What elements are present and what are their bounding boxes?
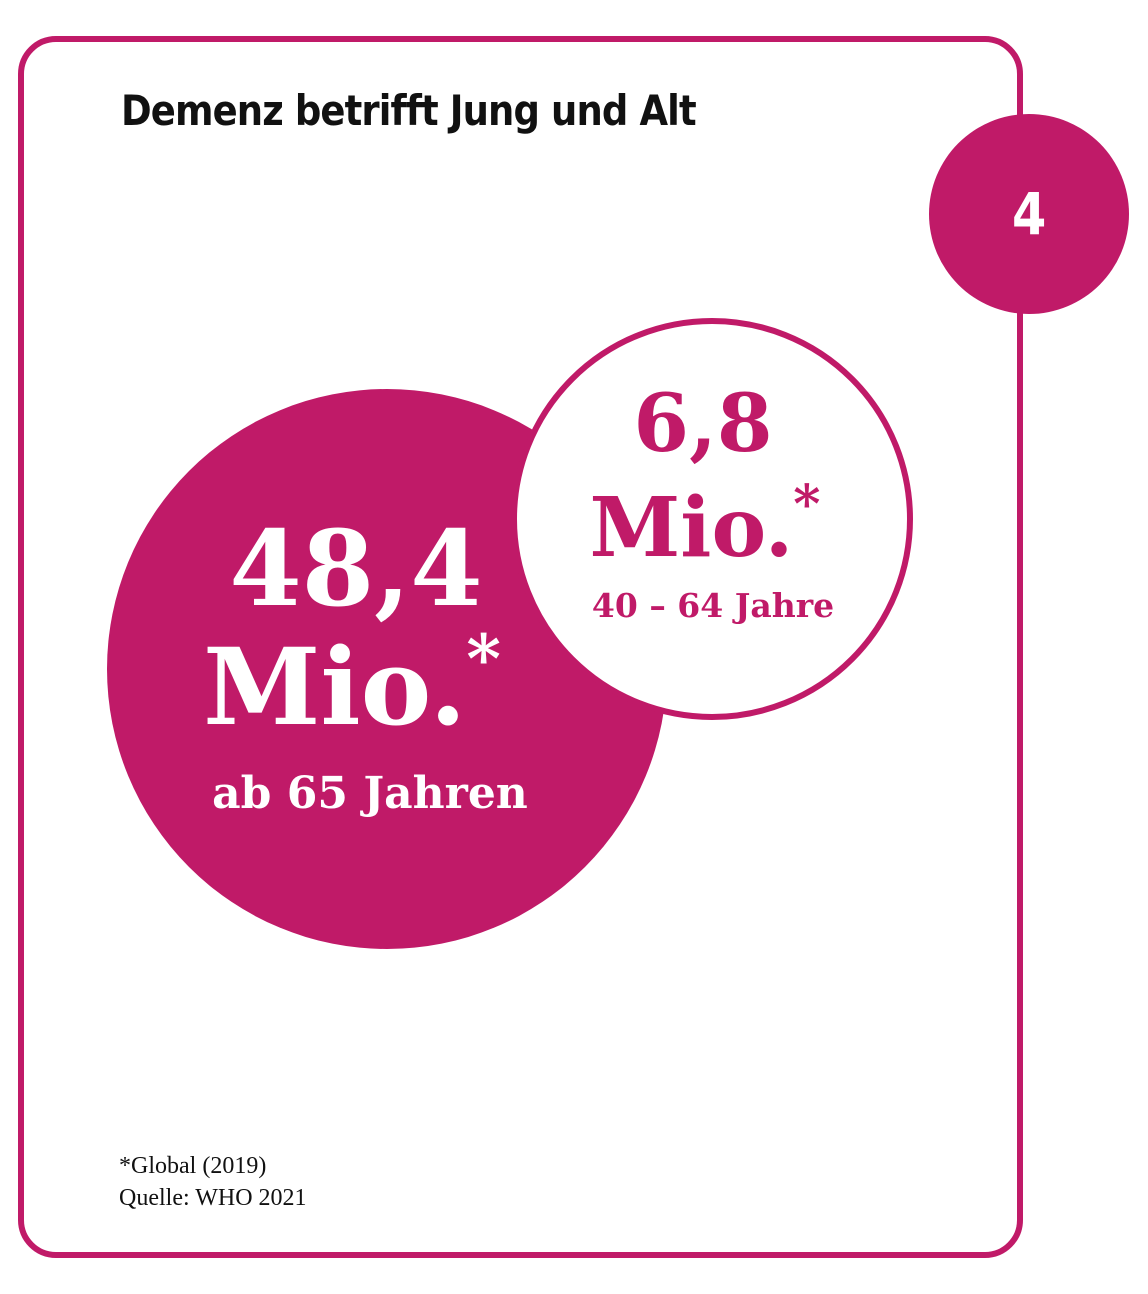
large-bubble-value: 48,4 <box>229 507 482 630</box>
footnote: *Global (2019) Quelle: WHO 2021 <box>119 1150 307 1214</box>
small-unit-asterisk: * <box>793 474 820 535</box>
large-bubble-label: ab 65 Jahren <box>212 768 528 819</box>
small-bubble-label: 40 – 64 Jahre <box>592 586 834 625</box>
footnote-source: Quelle: WHO 2021 <box>119 1185 307 1211</box>
footnote-scope: *Global (2019) <box>119 1153 267 1179</box>
small-bubble-unit: Mio.* <box>590 474 821 576</box>
small-bubble-value: 6,8 <box>633 376 772 470</box>
card-number: 4 <box>1011 180 1047 248</box>
chart-title: Demenz betrifft Jung und Alt <box>121 86 697 135</box>
large-bubble-unit: Mio.* <box>203 620 501 749</box>
large-unit-asterisk: * <box>466 620 501 698</box>
small-unit-text: Mio. <box>590 480 794 576</box>
large-unit-text: Mio. <box>203 624 466 749</box>
card-number-badge: 4 <box>929 114 1129 314</box>
bubble-40-64-jahre <box>511 318 913 720</box>
